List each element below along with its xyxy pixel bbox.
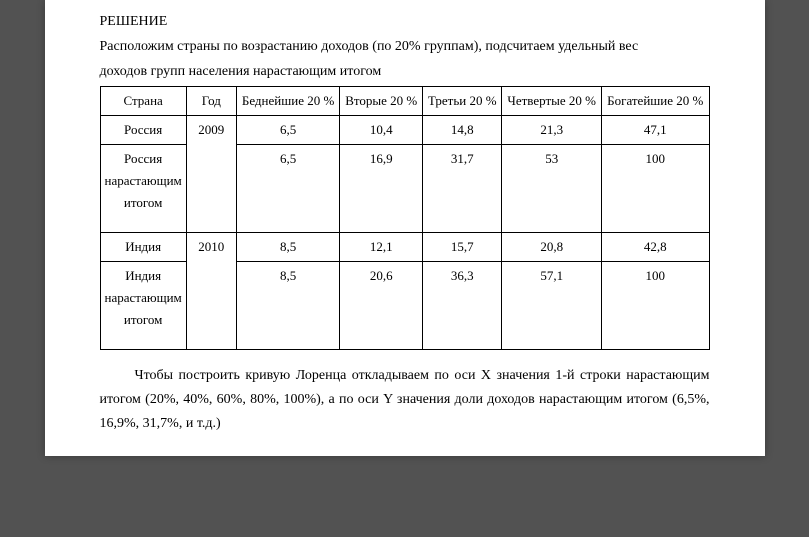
cell-value: 36,3 <box>423 262 502 350</box>
explanation-paragraph: Чтобы построить кривую Лоренца откладыва… <box>100 364 710 435</box>
cell-value: 100 <box>602 145 709 233</box>
header-fourth: Четвертые 20 % <box>502 87 602 116</box>
cell-value: 8,5 <box>236 262 340 350</box>
cell-value: 12,1 <box>340 233 423 262</box>
section-heading: РЕШЕНИЕ <box>100 14 710 30</box>
header-year: Год <box>186 87 236 116</box>
header-poorest: Беднейшие 20 % <box>236 87 340 116</box>
cell-country: Россия нарастающим итогом <box>100 145 186 233</box>
cell-value: 21,3 <box>502 116 602 145</box>
header-richest: Богатейшие 20 % <box>602 87 709 116</box>
income-distribution-table: Страна Год Беднейшие 20 % Вторые 20 % Тр… <box>100 86 710 350</box>
header-country: Страна <box>100 87 186 116</box>
table-row: Россия 2009 6,5 10,4 14,8 21,3 47,1 <box>100 116 709 145</box>
table-row: Индия 2010 8,5 12,1 15,7 20,8 42,8 <box>100 233 709 262</box>
cell-value: 6,5 <box>236 145 340 233</box>
cell-value: 47,1 <box>602 116 709 145</box>
cell-value: 15,7 <box>423 233 502 262</box>
cell-value: 6,5 <box>236 116 340 145</box>
cell-country: Россия <box>100 116 186 145</box>
intro-paragraph-line2: доходов групп населения нарастающим итог… <box>100 61 710 82</box>
cell-country: Индия нарастающим итогом <box>100 262 186 350</box>
cell-year: 2010 <box>186 233 236 350</box>
cell-value: 14,8 <box>423 116 502 145</box>
cell-year: 2009 <box>186 116 236 233</box>
cell-value: 20,8 <box>502 233 602 262</box>
cell-value: 20,6 <box>340 262 423 350</box>
cell-value: 53 <box>502 145 602 233</box>
document-page: РЕШЕНИЕ Расположим страны по возрастанию… <box>45 0 765 456</box>
cell-value: 57,1 <box>502 262 602 350</box>
cell-value: 10,4 <box>340 116 423 145</box>
cell-value: 8,5 <box>236 233 340 262</box>
intro-paragraph-line1: Расположим страны по возрастанию доходов… <box>100 36 710 57</box>
cell-country: Индия <box>100 233 186 262</box>
header-second: Вторые 20 % <box>340 87 423 116</box>
cell-value: 16,9 <box>340 145 423 233</box>
cell-value: 31,7 <box>423 145 502 233</box>
header-third: Третьи 20 % <box>423 87 502 116</box>
table-header-row: Страна Год Беднейшие 20 % Вторые 20 % Тр… <box>100 87 709 116</box>
cell-value: 42,8 <box>602 233 709 262</box>
cell-value: 100 <box>602 262 709 350</box>
